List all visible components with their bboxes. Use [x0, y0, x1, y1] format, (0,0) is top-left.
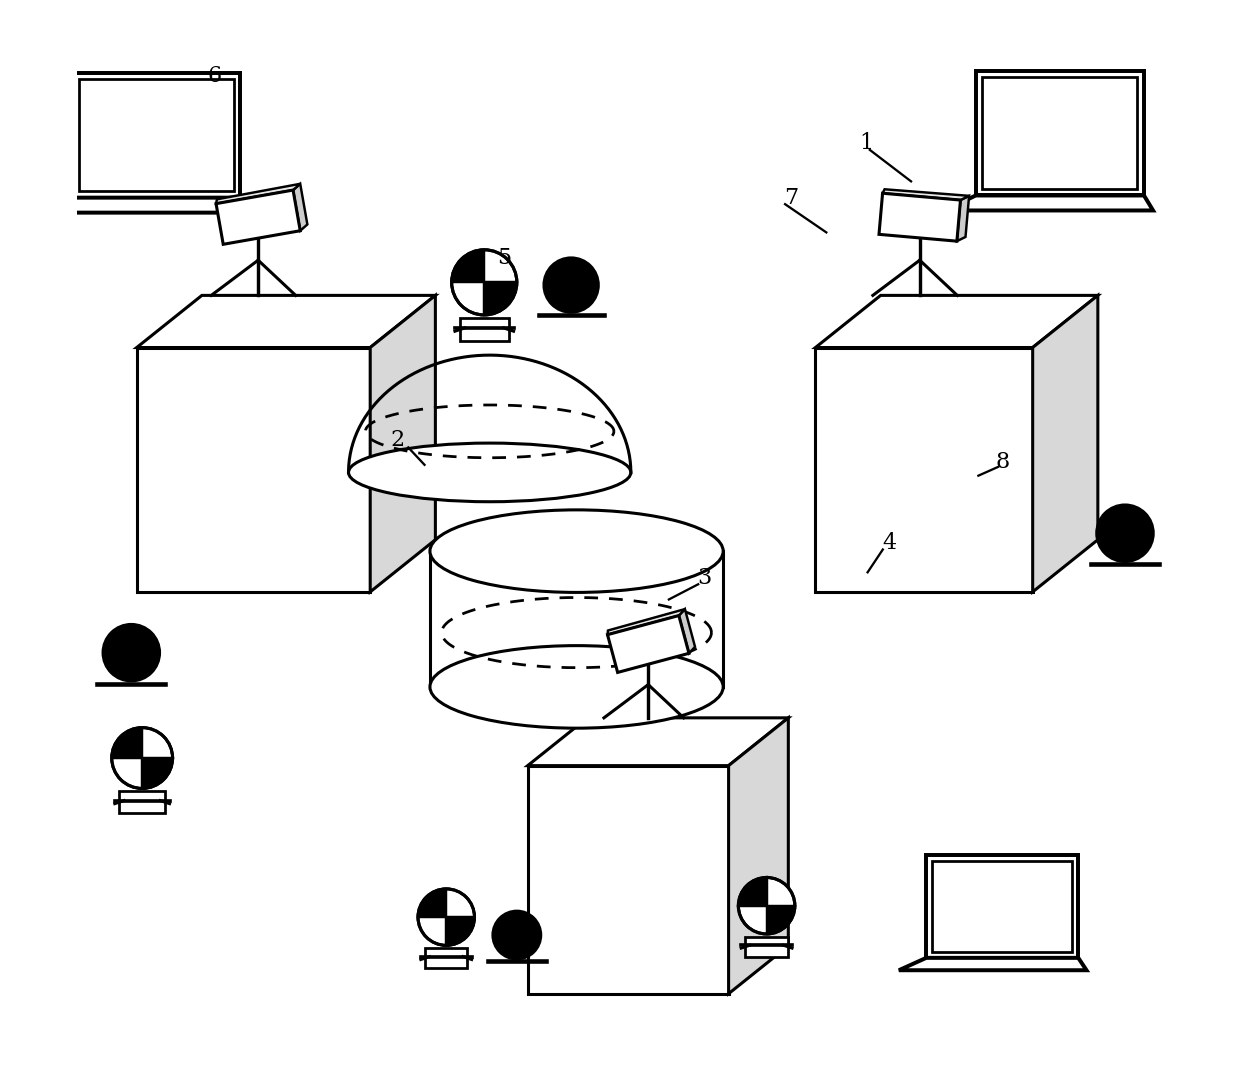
- Wedge shape: [446, 917, 475, 945]
- Text: 7: 7: [785, 187, 799, 209]
- Polygon shape: [528, 766, 729, 994]
- Polygon shape: [945, 195, 1153, 211]
- Ellipse shape: [430, 645, 723, 728]
- Polygon shape: [136, 348, 371, 592]
- Polygon shape: [528, 718, 789, 766]
- Polygon shape: [879, 193, 961, 241]
- Polygon shape: [678, 609, 696, 654]
- Polygon shape: [608, 609, 684, 634]
- Polygon shape: [816, 348, 1033, 592]
- Polygon shape: [371, 295, 435, 592]
- Circle shape: [112, 728, 172, 788]
- Wedge shape: [143, 758, 172, 788]
- Polygon shape: [745, 937, 787, 957]
- Polygon shape: [42, 198, 249, 213]
- Text: 5: 5: [497, 248, 511, 269]
- Circle shape: [738, 877, 795, 934]
- Circle shape: [1096, 505, 1153, 561]
- Polygon shape: [982, 77, 1137, 189]
- Text: 4: 4: [883, 532, 897, 554]
- Polygon shape: [430, 551, 723, 686]
- Ellipse shape: [430, 509, 723, 593]
- Polygon shape: [816, 295, 1097, 348]
- Polygon shape: [932, 861, 1073, 951]
- Text: 1: 1: [859, 132, 874, 154]
- Wedge shape: [766, 906, 795, 934]
- Polygon shape: [79, 79, 233, 191]
- Polygon shape: [293, 184, 308, 230]
- Polygon shape: [883, 189, 970, 200]
- Text: 3: 3: [698, 567, 712, 589]
- Wedge shape: [418, 888, 446, 917]
- Polygon shape: [425, 948, 467, 968]
- Circle shape: [451, 250, 517, 315]
- Wedge shape: [112, 728, 143, 758]
- Polygon shape: [976, 71, 1145, 195]
- Polygon shape: [119, 792, 165, 812]
- Text: 6: 6: [208, 65, 222, 87]
- Polygon shape: [72, 73, 241, 198]
- Circle shape: [418, 888, 475, 945]
- Circle shape: [494, 911, 541, 959]
- Polygon shape: [957, 195, 970, 241]
- Polygon shape: [926, 855, 1079, 958]
- Polygon shape: [216, 184, 300, 204]
- Wedge shape: [451, 250, 485, 282]
- Polygon shape: [608, 616, 689, 672]
- Circle shape: [103, 624, 160, 681]
- Polygon shape: [729, 718, 789, 994]
- Polygon shape: [216, 190, 300, 244]
- Ellipse shape: [348, 443, 631, 502]
- Polygon shape: [1033, 295, 1097, 592]
- Circle shape: [544, 258, 598, 313]
- Polygon shape: [899, 958, 1086, 970]
- Polygon shape: [460, 318, 508, 341]
- Wedge shape: [738, 877, 766, 906]
- Polygon shape: [136, 295, 435, 348]
- Text: 2: 2: [391, 429, 404, 451]
- Wedge shape: [485, 282, 517, 315]
- Text: 8: 8: [996, 451, 1009, 472]
